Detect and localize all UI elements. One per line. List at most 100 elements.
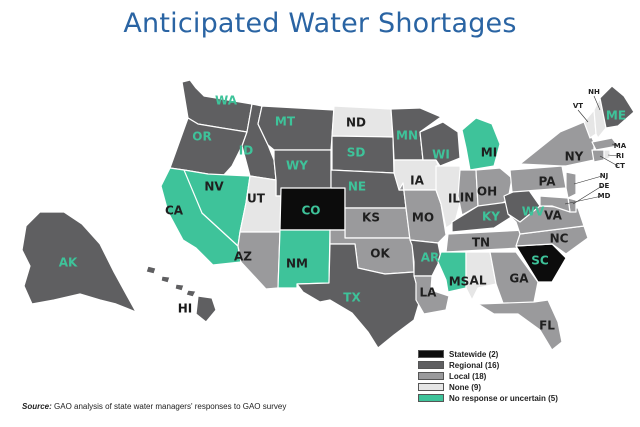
state-label-ne: NE: [348, 180, 366, 194]
state-label-mi: MI: [481, 146, 497, 160]
map-title: Anticipated Water Shortages: [123, 8, 517, 39]
state-label-mn: MN: [396, 129, 418, 143]
legend-item-no-response: No response or uncertain (5): [418, 393, 558, 403]
state-mt: [257, 105, 335, 151]
states-layer: [21, 79, 635, 351]
legend-item-regional: Regional (16): [418, 360, 558, 370]
state-label-wy: WY: [286, 159, 308, 173]
state-label-ma: MA: [614, 142, 627, 150]
state-hi-island: [145, 265, 157, 275]
state-label-al: AL: [470, 274, 487, 288]
state-ak: [21, 211, 137, 313]
state-label-va: VA: [544, 209, 562, 223]
state-label-ks: KS: [362, 211, 380, 225]
state-mi: [461, 117, 501, 171]
state-label-la: LA: [420, 286, 438, 300]
state-label-md: MD: [598, 192, 611, 200]
legend-swatch-regional: [418, 361, 444, 369]
leader-line-ct: [599, 155, 619, 167]
state-label-wa: WA: [215, 94, 238, 108]
legend-label-statewide: Statewide (2): [449, 349, 499, 359]
source-lead: Source:: [22, 402, 52, 411]
state-label-nc: NC: [550, 232, 569, 246]
leader-line-ma: [611, 143, 619, 147]
legend-item-statewide: Statewide (2): [418, 349, 558, 359]
state-label-ak: AK: [59, 256, 78, 270]
state-label-co: CO: [301, 204, 320, 218]
state-label-in: IN: [460, 191, 475, 205]
state-label-sd: SD: [347, 146, 366, 160]
state-label-wv: WV: [522, 205, 545, 219]
state-label-ar: AR: [421, 251, 440, 265]
state-label-nj: NJ: [600, 172, 608, 180]
state-fl: [477, 299, 563, 351]
labels-layer: WA OR CA NV ID MT WY UT CO AZ NM ND SD NE KS OK TX MN WI MI…: [59, 88, 627, 333]
legend-swatch-statewide: [418, 350, 444, 358]
state-wi: [419, 121, 461, 167]
state-label-ky: KY: [482, 210, 500, 224]
state-label-mt: MT: [275, 115, 296, 129]
state-label-nd: ND: [346, 116, 366, 130]
state-label-nh: NH: [588, 88, 600, 96]
state-label-ct: CT: [615, 162, 625, 170]
state-label-fl: FL: [539, 319, 555, 333]
state-nh: [593, 97, 607, 139]
state-hi-island: [174, 283, 185, 292]
state-label-nm: NM: [286, 257, 308, 271]
legend-swatch-local: [418, 372, 444, 380]
leader-line-ri: [607, 154, 619, 157]
state-hi-island: [185, 289, 197, 298]
state-label-ia: IA: [410, 174, 424, 188]
state-label-vt: VT: [573, 102, 583, 110]
state-label-ri: RI: [616, 152, 624, 160]
state-label-ut: UT: [247, 192, 266, 206]
source-note: Source: GAO analysis of state water mana…: [22, 402, 286, 411]
state-label-il: IL: [448, 192, 460, 206]
legend-label-regional: Regional (16): [449, 360, 500, 370]
state-ct: [591, 149, 605, 163]
state-nj: [565, 171, 577, 199]
legend-swatch-no-response: [418, 394, 444, 402]
legend: Statewide (2) Regional (16) Local (18) N…: [418, 349, 558, 404]
leader-lines: [564, 95, 619, 205]
state-me: [599, 85, 635, 129]
source-text: GAO analysis of state water managers' re…: [51, 402, 287, 411]
state-label-oh: OH: [477, 185, 497, 199]
legend-swatch-none: [418, 383, 444, 391]
state-label-ms: MS: [449, 275, 470, 289]
state-label-tx: TX: [343, 291, 361, 305]
legend-label-no-response: No response or uncertain (5): [449, 393, 558, 403]
state-label-hi: HI: [178, 302, 193, 316]
leader-line-nj: [573, 175, 603, 185]
legend-label-local: Local (18): [449, 371, 487, 381]
state-label-nv: NV: [204, 180, 224, 194]
leader-line-md: [564, 195, 603, 205]
legend-item-local: Local (18): [418, 371, 558, 381]
legend-label-none: None (9): [449, 382, 481, 392]
state-label-ga: GA: [509, 272, 529, 286]
state-hi-island: [160, 275, 171, 284]
state-label-wi: WI: [432, 148, 450, 162]
state-hi-island: [195, 295, 217, 323]
state-ri: [603, 149, 611, 161]
state-label-ok: OK: [370, 247, 390, 261]
state-label-me: ME: [606, 109, 626, 123]
state-label-sc: SC: [531, 254, 549, 268]
leader-line-nh: [593, 95, 601, 111]
state-id: [241, 103, 277, 181]
state-label-de: DE: [599, 182, 610, 190]
state-label-id: ID: [239, 144, 253, 158]
state-label-or: OR: [192, 130, 211, 144]
state-tx: [296, 243, 421, 349]
state-label-tn: TN: [472, 236, 490, 250]
leader-line-vt: [577, 109, 589, 123]
state-md: [539, 195, 571, 213]
state-label-ca: CA: [165, 204, 184, 218]
state-la: [413, 275, 450, 315]
state-label-ny: NY: [565, 150, 584, 164]
state-label-az: AZ: [234, 250, 252, 264]
legend-item-none: None (9): [418, 382, 558, 392]
state-label-pa: PA: [539, 175, 557, 189]
state-label-mo: MO: [412, 211, 434, 225]
